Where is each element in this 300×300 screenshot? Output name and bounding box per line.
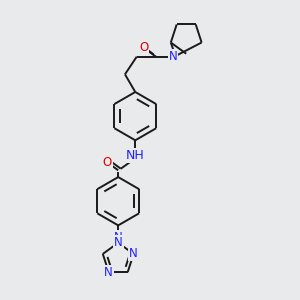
Text: N: N bbox=[169, 50, 177, 63]
Text: O: O bbox=[139, 41, 148, 54]
Text: O: O bbox=[102, 156, 112, 169]
Text: N: N bbox=[129, 248, 138, 260]
Text: NH: NH bbox=[126, 149, 145, 162]
Text: N: N bbox=[114, 236, 123, 249]
Text: N: N bbox=[104, 266, 113, 278]
Text: N: N bbox=[114, 231, 123, 244]
